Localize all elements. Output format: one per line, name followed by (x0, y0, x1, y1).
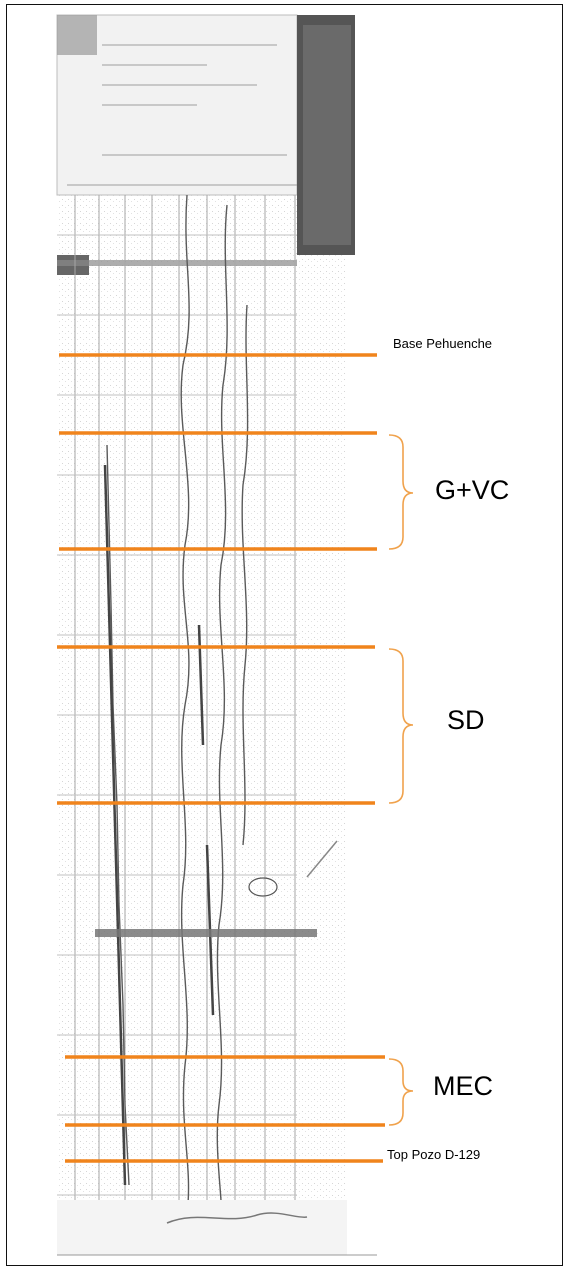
label-gvc: G+VC (435, 475, 510, 505)
well-log-scan (56, 14, 414, 1256)
interval-braces (388, 434, 414, 1126)
label-base-pehuenche: Base Pehuenche (393, 336, 493, 351)
figure-frame: Base Pehuenche G+VC SD MEC Top Pozo D-12… (6, 4, 563, 1266)
label-sd: SD (447, 705, 485, 735)
formation-markers (57, 353, 385, 1163)
label-mec: MEC (433, 1071, 493, 1101)
brace-mec (388, 1058, 414, 1126)
brace-sd (388, 648, 414, 804)
log-strip (56, 14, 377, 1256)
label-top-pozo: Top Pozo D-129 (387, 1147, 481, 1162)
brace-gvc (388, 434, 414, 550)
